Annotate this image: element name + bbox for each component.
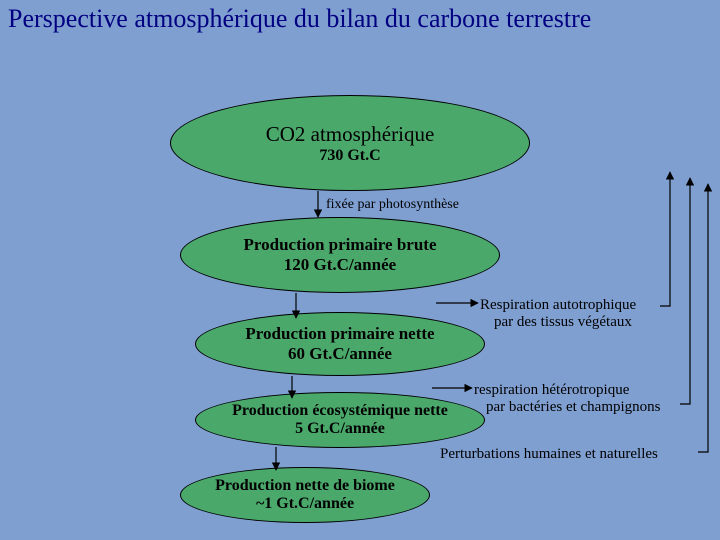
node-pnb-line1: Production nette de biome [215, 477, 395, 495]
page-title: Perspective atmosphérique du bilan du ca… [8, 4, 708, 34]
label-resp-het-1: respiration hétérotropique [474, 382, 629, 399]
node-ppn-line2: 60 Gt.C/année [288, 344, 392, 364]
node-ppb: Production primaire brute120 Gt.C/année [180, 217, 500, 293]
node-ppn: Production primaire nette60 Gt.C/année [195, 312, 485, 376]
label-resp-het-2: par bactéries et champignons [486, 399, 661, 416]
node-pen-line1: Production écosystémique nette [232, 402, 448, 420]
node-co2-line2: 730 Gt.C [319, 147, 380, 165]
label-photosynth: fixée par photosynthèse [326, 197, 459, 213]
node-ppb-line2: 120 Gt.C/année [284, 255, 396, 275]
node-pnb: Production nette de biome~1 Gt.C/année [180, 467, 430, 523]
node-pnb-line2: ~1 Gt.C/année [256, 495, 354, 513]
label-resp-auto-1: Respiration autotrophique [480, 297, 636, 314]
node-ppb-line1: Production primaire brute [244, 235, 437, 255]
node-pen-line2: 5 Gt.C/année [295, 420, 385, 438]
node-ppn-line1: Production primaire nette [245, 324, 434, 344]
node-co2-line1: CO2 atmosphérique [266, 122, 435, 147]
label-resp-auto-2: par des tissus végétaux [494, 314, 632, 331]
label-perturb: Perturbations humaines et naturelles [440, 446, 658, 463]
node-pen: Production écosystémique nette5 Gt.C/ann… [195, 392, 485, 448]
node-co2: CO2 atmosphérique730 Gt.C [170, 95, 530, 191]
